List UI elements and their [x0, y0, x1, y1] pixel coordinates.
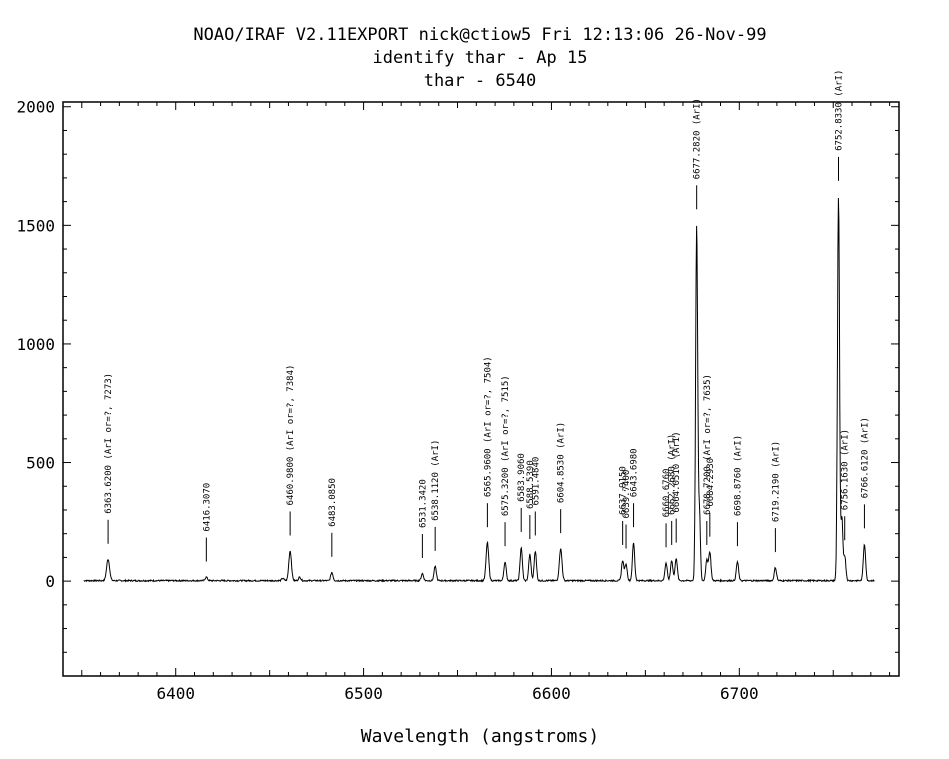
plot-frame	[62, 101, 900, 677]
line-identification-label: 6719.2190 (ArI)	[771, 441, 781, 522]
line-identification-label: 6604.8530 (ArI)	[557, 422, 567, 503]
line-identification-label: 6684.2930	[706, 458, 716, 507]
line-identification-label: 6752.8330 (ArI)	[835, 70, 845, 151]
line-identification-label: 6678.7200 (ArI or=?, 7635)	[703, 374, 713, 515]
line-identification-label: 6766.6120 (ArI)	[860, 417, 870, 498]
line-identification-label: 6575.3200 (ArI or=?, 7515)	[501, 375, 511, 516]
spectrum-line	[83, 197, 875, 584]
y-tick-label: 1500	[16, 216, 55, 235]
line-identification-label: 6538.1120 (ArI)	[431, 440, 441, 521]
x-axis: 6400 6500 6600 6700	[81, 102, 891, 703]
line-identification-label: 6591.4840	[531, 457, 541, 506]
line-identification-label: 6416.3070	[202, 483, 212, 532]
header-line1: NOAO/IRAF V2.11EXPORT nick@ctiow5 Fri 12…	[193, 25, 766, 45]
x-tick-label: 6600	[532, 684, 571, 703]
line-identification-label: 6583.9060	[517, 453, 527, 502]
line-identification-label: 6662.2680 (ArI)	[668, 434, 678, 515]
line-identification-label: 6756.1630 (ArI)	[841, 429, 851, 510]
line-identification-label: 6664.0510 (ArI)	[672, 431, 682, 512]
line-identification-label: 6639.7400	[622, 470, 632, 519]
line-identification-label: 6637.9150	[619, 466, 629, 515]
line-identification-label: 6588.5390	[526, 460, 536, 509]
x-tick-label: 6700	[720, 684, 759, 703]
line-identification-label: 6677.2820 (ArI)	[693, 98, 703, 179]
header-line2: identify thar - Ap 15	[373, 48, 588, 68]
y-axis: 0 500 1000 1500 2000	[16, 98, 899, 677]
line-identification-label: 6660.6760	[662, 469, 672, 518]
x-axis-label: Wavelength (angstroms)	[361, 726, 599, 747]
y-tick-label: 500	[26, 454, 55, 473]
y-tick-label: 2000	[16, 98, 55, 117]
line-identification-label: 6565.9600 (ArI or=?, 7504)	[483, 356, 493, 497]
line-identification-label: 6363.6200 (ArI or=?, 7273)	[104, 373, 114, 514]
line-identification-label: 6531.3420	[418, 479, 428, 528]
line-identification-label: 6698.8760 (ArI)	[733, 435, 743, 516]
y-tick-label: 0	[45, 572, 55, 591]
line-annotations: 6363.6200 (ArI or=?, 7273) 6416.3070 6460.…	[104, 70, 870, 562]
line-identification-label: 6460.9800 (ArI or=?, 7384)	[286, 365, 296, 506]
header-line3: thar - 6540	[424, 71, 537, 91]
line-identification-label: 6643.6980	[630, 448, 640, 497]
x-tick-label: 6400	[156, 684, 195, 703]
y-tick-label: 1000	[16, 335, 55, 354]
x-tick-label: 6500	[344, 684, 383, 703]
line-identification-label: 6483.0850	[328, 478, 338, 527]
